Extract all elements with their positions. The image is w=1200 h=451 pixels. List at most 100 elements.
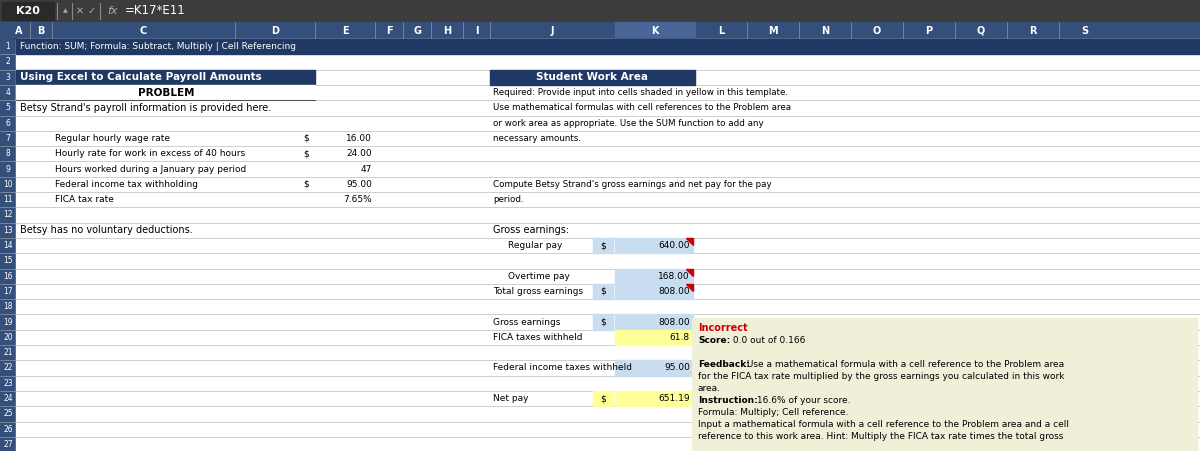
Text: Instruction:: Instruction:	[698, 396, 757, 405]
Text: A: A	[16, 26, 23, 36]
Bar	[16, 177, 1200, 192]
Text: Overtime pay: Overtime pay	[508, 272, 570, 281]
Text: 7: 7	[6, 134, 11, 143]
Text: 15: 15	[4, 256, 13, 265]
Text: M: M	[768, 26, 778, 36]
Text: 19: 19	[4, 318, 13, 327]
Text: 24: 24	[4, 394, 13, 403]
Text: N: N	[821, 26, 829, 36]
Text: $: $	[600, 318, 606, 327]
Bar	[616, 330, 694, 345]
Bar	[16, 115, 1200, 131]
Text: period.: period.	[493, 195, 523, 204]
Text: PROBLEM: PROBLEM	[138, 87, 194, 97]
Bar	[593, 284, 613, 299]
Text: Hourly rate for work in excess of 40 hours: Hourly rate for work in excess of 40 hou…	[55, 149, 245, 158]
Text: R: R	[1030, 26, 1037, 36]
Bar	[616, 391, 694, 406]
Text: Gross earnings:: Gross earnings:	[493, 225, 569, 235]
Text: FICA tax rate: FICA tax rate	[55, 195, 114, 204]
Bar	[2, 2, 54, 20]
Text: 23: 23	[4, 379, 13, 388]
Text: Score:: Score:	[698, 336, 731, 345]
Bar	[16, 39, 1200, 54]
Text: $: $	[304, 180, 310, 189]
Text: G: G	[413, 26, 421, 36]
Text: 11: 11	[4, 195, 13, 204]
Text: 26: 26	[4, 425, 13, 434]
Text: J: J	[551, 26, 554, 36]
Text: 12: 12	[4, 211, 13, 220]
Text: Gross earnings: Gross earnings	[493, 318, 560, 327]
Text: 14: 14	[4, 241, 13, 250]
Text: Federal income tax withholding: Federal income tax withholding	[55, 180, 198, 189]
Text: L: L	[718, 26, 724, 36]
Text: 95.00: 95.00	[664, 364, 690, 373]
Text: Total gross earnings: Total gross earnings	[493, 287, 583, 296]
Bar	[16, 253, 1200, 268]
Bar	[616, 314, 694, 330]
Bar	[593, 391, 613, 406]
Text: K: K	[652, 26, 659, 36]
Text: Federal income taxes withheld: Federal income taxes withheld	[493, 364, 632, 373]
Bar	[16, 85, 314, 100]
Bar	[16, 100, 1200, 115]
Text: $: $	[600, 287, 606, 296]
Text: ↖: ↖	[694, 332, 700, 341]
Text: Function: SUM; Formula: Subtract, Multiply | Cell Referencing: Function: SUM; Formula: Subtract, Multip…	[20, 42, 296, 51]
Bar	[616, 360, 694, 376]
Bar	[16, 238, 1200, 253]
Text: I: I	[475, 26, 479, 36]
Text: Use a mathematical formula with a cell reference to the Problem area: Use a mathematical formula with a cell r…	[744, 360, 1064, 369]
Text: Incorrect: Incorrect	[698, 323, 748, 333]
Text: Required: Provide input into cells shaded in yellow in this template.: Required: Provide input into cells shade…	[493, 88, 788, 97]
Text: ✓: ✓	[88, 6, 96, 16]
Text: 20: 20	[4, 333, 13, 342]
Text: 808.00: 808.00	[659, 318, 690, 327]
Text: for the FICA tax rate multiplied by the gross earnings you calculated in this wo: for the FICA tax rate multiplied by the …	[698, 372, 1064, 381]
Text: 47: 47	[361, 165, 372, 174]
Bar	[16, 422, 1200, 437]
Text: 24.00: 24.00	[347, 149, 372, 158]
Text: ▲: ▲	[62, 9, 67, 14]
Text: =K17*E11: =K17*E11	[125, 5, 186, 18]
Text: 651.19: 651.19	[659, 394, 690, 403]
Bar	[616, 268, 694, 284]
Bar	[16, 85, 1200, 100]
Bar	[16, 39, 1200, 54]
Bar	[616, 238, 694, 253]
Bar	[616, 22, 695, 39]
Bar	[16, 345, 1200, 360]
Bar	[0, 22, 16, 39]
Text: 2: 2	[6, 57, 11, 66]
Text: Student Work Area: Student Work Area	[536, 72, 648, 82]
Text: fx: fx	[107, 6, 118, 16]
Bar	[16, 406, 1200, 422]
Text: 5: 5	[6, 103, 11, 112]
Text: S: S	[1081, 26, 1088, 36]
Bar	[16, 268, 1200, 284]
Text: ✕: ✕	[76, 6, 84, 16]
Bar	[593, 391, 694, 406]
Text: Q: Q	[977, 26, 985, 36]
Bar	[16, 299, 1200, 314]
Text: 6: 6	[6, 119, 11, 128]
Text: 8: 8	[6, 149, 11, 158]
Text: area.: area.	[698, 384, 721, 393]
Bar	[16, 192, 1200, 207]
Text: 7.65%: 7.65%	[343, 195, 372, 204]
Text: $: $	[304, 149, 310, 158]
Text: Formula: Multiply; Cell reference.: Formula: Multiply; Cell reference.	[698, 408, 848, 417]
Text: Feedback:: Feedback:	[698, 360, 750, 369]
Text: 0.0 out of 0.166: 0.0 out of 0.166	[730, 336, 805, 345]
Text: 3: 3	[6, 73, 11, 82]
Bar	[16, 54, 1200, 69]
Text: 61.8: 61.8	[670, 333, 690, 342]
Text: 17: 17	[4, 287, 13, 296]
Bar	[16, 131, 1200, 146]
Bar	[0, 22, 1200, 39]
Text: Regular pay: Regular pay	[508, 241, 563, 250]
Text: 21: 21	[4, 348, 13, 357]
Bar	[616, 284, 694, 299]
Text: 18: 18	[4, 302, 13, 311]
